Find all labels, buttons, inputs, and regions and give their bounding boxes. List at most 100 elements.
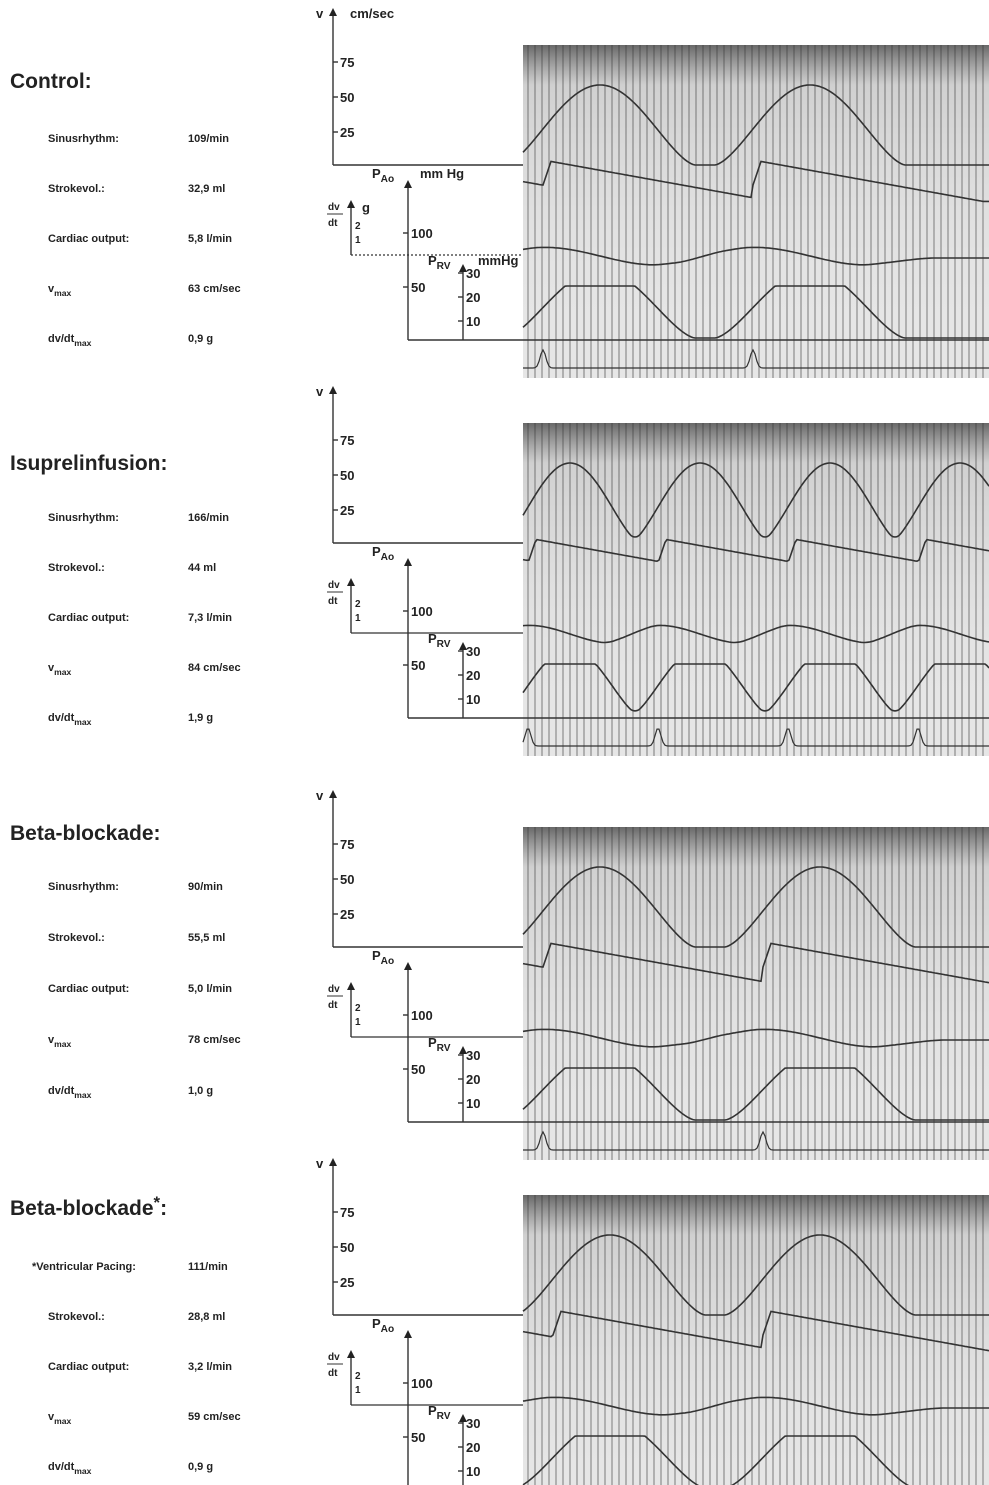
text-part: 1,9 g	[188, 712, 213, 724]
row-value: 111/min	[188, 1261, 228, 1273]
text-part: 111/min	[188, 1261, 228, 1273]
tick-label: 2	[355, 221, 361, 232]
text-part: 25	[340, 907, 354, 922]
dvdt-trace	[522, 624, 989, 644]
text-part: Strokevol.:	[48, 1311, 105, 1323]
axis-label: PRV	[428, 1403, 451, 1422]
text-part: 50	[340, 468, 354, 483]
text-part: P	[428, 1403, 437, 1418]
tick-label: 100	[411, 226, 433, 241]
text-part: 1	[355, 1385, 361, 1396]
row-label: Strokevol.:	[48, 932, 105, 944]
text-part: dv	[328, 1352, 340, 1363]
text-part: 30	[466, 266, 480, 281]
row-label: vmax	[48, 283, 72, 298]
axis-arrow	[459, 642, 467, 650]
text-part: 50	[340, 1240, 354, 1255]
text-part: 109/min	[188, 133, 229, 145]
text-part: 5,8 l/min	[188, 233, 232, 245]
text-part: P	[372, 1316, 381, 1331]
axis-label: dt	[328, 218, 338, 229]
text-part: P	[428, 631, 437, 646]
tick-label: 10	[466, 1096, 480, 1111]
text-part: Strokevol.:	[48, 183, 105, 195]
text-part: 50	[411, 658, 425, 673]
text-part: 1	[355, 235, 361, 246]
row-value: 1,0 g	[188, 1085, 213, 1097]
text-part: max	[74, 1090, 91, 1100]
row-label: Strokevol.:	[48, 1311, 105, 1323]
text-part: 20	[466, 1072, 480, 1087]
text-part: 30	[466, 1048, 480, 1063]
text-part: mmHg	[478, 253, 519, 268]
row-label: dv/dtmax	[48, 1461, 92, 1476]
axis-label: dt	[328, 1368, 338, 1379]
axis-arrow	[329, 1158, 337, 1166]
text-part: 2	[355, 599, 361, 610]
tick-label: 25	[340, 503, 354, 518]
row-value: 55,5 ml	[188, 932, 225, 944]
text-part: P	[372, 948, 381, 963]
text-part: 20	[466, 290, 480, 305]
velocity-trace	[522, 84, 989, 166]
tick-label: 30	[466, 1416, 480, 1431]
text-part: *	[154, 1193, 161, 1212]
text-part: 44 ml	[188, 562, 216, 574]
text-part: Ao	[381, 956, 395, 967]
row-value: 3,2 l/min	[188, 1361, 232, 1373]
text-part: 100	[411, 1376, 433, 1391]
tick-label: 50	[411, 1430, 425, 1445]
text-part: 59 cm/sec	[188, 1411, 241, 1423]
axis-unit: mmHg	[478, 253, 519, 268]
tick-label: 10	[466, 314, 480, 329]
row-value: 84 cm/sec	[188, 662, 241, 674]
text-part: Ao	[381, 174, 395, 185]
text-part: max	[54, 1416, 71, 1426]
text-part: *Ventricular Pacing:	[32, 1261, 136, 1273]
row-label: vmax	[48, 1034, 72, 1049]
row-value: 5,0 l/min	[188, 983, 232, 995]
text-part: 50	[340, 872, 354, 887]
axis-label: v	[316, 1156, 324, 1171]
aortic-pressure-trace	[522, 538, 989, 563]
text-part: dt	[328, 218, 338, 229]
axis-label: PRV	[428, 1035, 451, 1054]
row-label: Strokevol.:	[48, 562, 105, 574]
text-part: RV	[437, 1411, 451, 1422]
axis-arrow	[347, 982, 355, 990]
tick-label: 2	[355, 1003, 361, 1014]
text-part: 50	[411, 1062, 425, 1077]
velocity-trace	[522, 866, 989, 948]
velocity-trace	[522, 462, 989, 538]
tick-label: 50	[411, 280, 425, 295]
tick-label: 75	[340, 55, 354, 70]
tick-label: 50	[340, 468, 354, 483]
tick-label: 1	[355, 235, 361, 246]
tick-label: 30	[466, 644, 480, 659]
tick-label: 1	[355, 1385, 361, 1396]
aortic-pressure-trace	[522, 160, 989, 203]
text-part: RV	[437, 1043, 451, 1054]
text-part: 1	[355, 1017, 361, 1028]
axis-label: PAo	[372, 544, 394, 563]
text-part: 2	[355, 221, 361, 232]
text-part: 32,9 ml	[188, 183, 225, 195]
row-value: 5,8 l/min	[188, 233, 232, 245]
axis-label: PRV	[428, 253, 451, 272]
text-part: 5,0 l/min	[188, 983, 232, 995]
axis-label: dv	[328, 1352, 340, 1363]
row-label: Cardiac output:	[48, 233, 129, 245]
text-part: Cardiac output:	[48, 983, 129, 995]
text-part: 7,3 l/min	[188, 612, 232, 624]
axis-arrow	[459, 1046, 467, 1054]
tick-label: 50	[340, 90, 354, 105]
ecg-trace	[523, 348, 989, 369]
panel-title: Beta-blockade:	[10, 822, 161, 845]
text-part: dv/dt	[48, 1085, 75, 1097]
text-part: 10	[466, 692, 480, 707]
tick-label: 20	[466, 1440, 480, 1455]
text-part: 100	[411, 1008, 433, 1023]
velocity-trace	[522, 1234, 989, 1316]
ecg-trace	[522, 728, 989, 747]
text-part: 63 cm/sec	[188, 283, 241, 295]
